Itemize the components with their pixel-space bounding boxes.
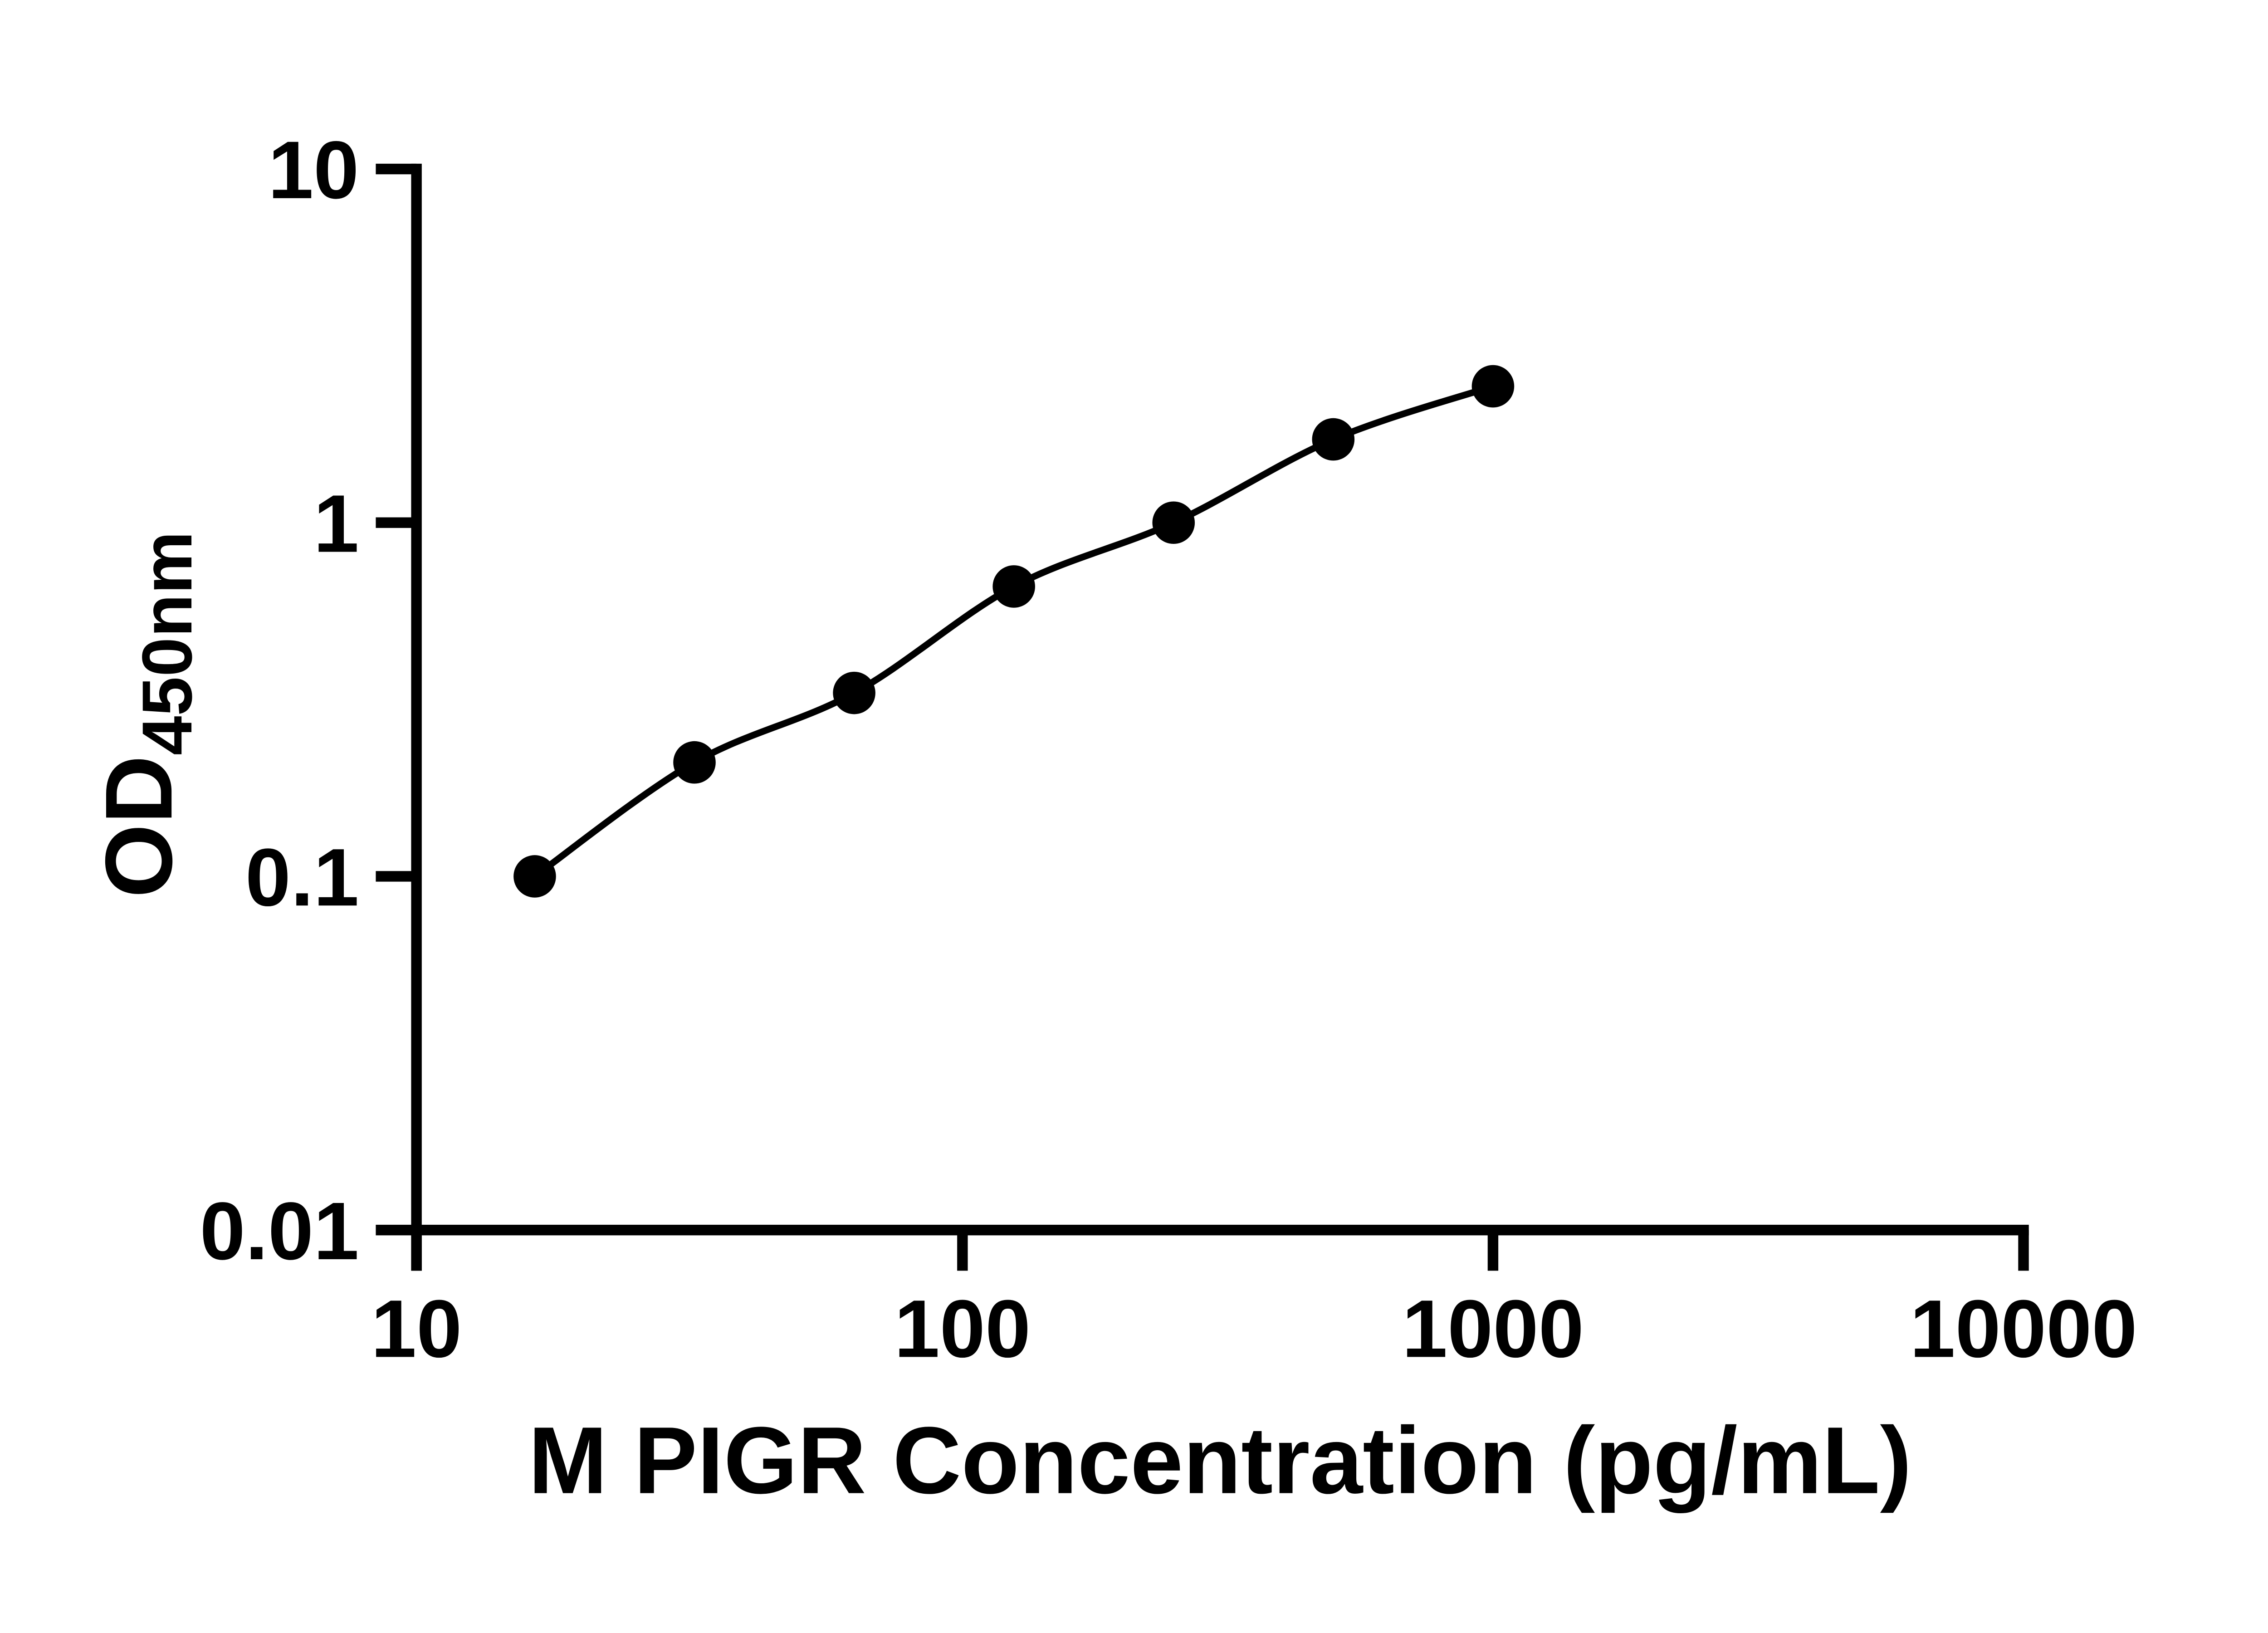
y-tick-label-1: 1 <box>313 478 359 569</box>
data-point-15.625 <box>513 855 556 898</box>
x-axis-title: M PIGR Concentration (pg/mL) <box>528 1407 1912 1513</box>
x-tick-label-1000: 1000 <box>1402 1283 1584 1374</box>
x-tick-label-100: 100 <box>894 1283 1031 1374</box>
data-point-1000 <box>1471 365 1515 407</box>
data-point-31.25 <box>673 741 716 784</box>
standard-curve-line <box>533 383 1494 879</box>
y-axis-title-subscript: 450nm <box>128 531 207 755</box>
x-tick-label-10000: 10000 <box>1910 1283 2137 1374</box>
data-point-62.5 <box>833 671 875 714</box>
y-tick-label-10: 10 <box>268 124 359 215</box>
y-tick-label-0.1: 0.1 <box>245 832 359 923</box>
data-point-500 <box>1312 418 1355 460</box>
y-tick-label-0.01: 0.01 <box>200 1186 359 1277</box>
data-point-125 <box>992 565 1035 608</box>
y-axis-title: OD450nm <box>86 531 207 898</box>
x-tick-label-10: 10 <box>371 1283 462 1374</box>
y-axis-title-main: OD <box>86 755 192 898</box>
data-point-250 <box>1152 501 1195 544</box>
